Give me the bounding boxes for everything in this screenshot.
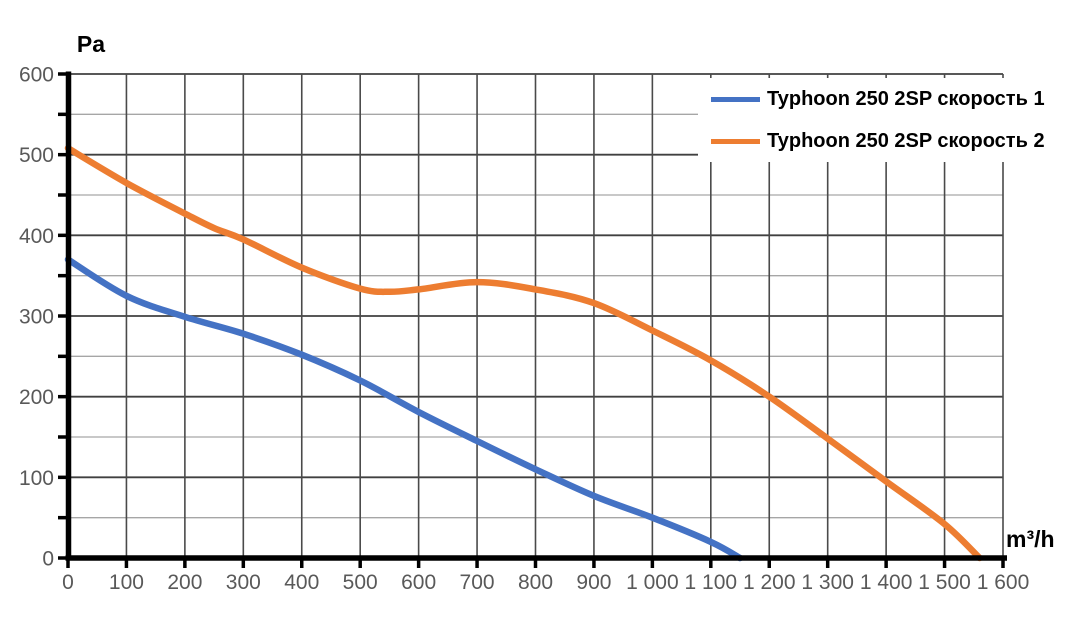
legend-item-speed-1: Typhoon 250 2SP скорость 1 bbox=[698, 79, 1045, 119]
legend-label-speed-2: Typhoon 250 2SP скорость 2 bbox=[767, 129, 1045, 152]
x-tick-label: 100 bbox=[109, 571, 144, 594]
x-tick-label: 400 bbox=[284, 571, 319, 594]
series2-line-swatch bbox=[711, 138, 760, 144]
y-tick-label: 400 bbox=[19, 225, 54, 248]
x-tick-labels: 0 100 200 300 400 500 600 700 800 900 1 000 1 100 1 … bbox=[62, 571, 1029, 594]
y-tick-label: 600 bbox=[19, 64, 54, 87]
x-tick-label: 600 bbox=[401, 571, 436, 594]
y-tick-label: 300 bbox=[19, 306, 54, 329]
legend-label-speed-1: Typhoon 250 2SP скорость 1 bbox=[767, 87, 1045, 110]
x-tick-label: 1 300 bbox=[801, 571, 854, 594]
x-tick-label: 1 200 bbox=[743, 571, 796, 594]
x-tick-label: 300 bbox=[226, 571, 261, 594]
x-tick-label: 1 500 bbox=[918, 571, 971, 594]
y-axis-title: Pa bbox=[76, 31, 106, 57]
x-tick-label: 700 bbox=[460, 571, 495, 594]
tick-marks bbox=[58, 72, 1005, 568]
series-line-2 bbox=[64, 144, 983, 562]
series-curves bbox=[64, 144, 983, 562]
y-tick-labels: 0 100 200 300 400 500 600 bbox=[19, 64, 54, 571]
y-tick-label: 0 bbox=[42, 548, 54, 571]
x-tick-label: 1 100 bbox=[685, 571, 738, 594]
x-tick-label: 0 bbox=[62, 571, 74, 594]
y-tick-label: 100 bbox=[19, 467, 54, 490]
series1-line-swatch bbox=[711, 96, 760, 102]
x-tick-label: 500 bbox=[343, 571, 378, 594]
x-tick-label: 1 400 bbox=[860, 571, 913, 594]
x-tick-label: 800 bbox=[518, 571, 553, 594]
x-tick-label: 1 600 bbox=[977, 571, 1030, 594]
x-tick-label: 1 000 bbox=[626, 571, 679, 594]
legend: Typhoon 250 2SP скорость 1 Typhoon 250 2… bbox=[698, 78, 1045, 162]
series-line-1 bbox=[64, 256, 744, 562]
legend-item-speed-2: Typhoon 250 2SP скорость 2 bbox=[698, 121, 1045, 161]
y-tick-label: 200 bbox=[19, 386, 54, 409]
y-tick-label: 500 bbox=[19, 144, 54, 167]
x-tick-label: 900 bbox=[576, 571, 611, 594]
x-tick-label: 200 bbox=[167, 571, 202, 594]
x-axis-title: m³/h bbox=[1006, 526, 1055, 552]
